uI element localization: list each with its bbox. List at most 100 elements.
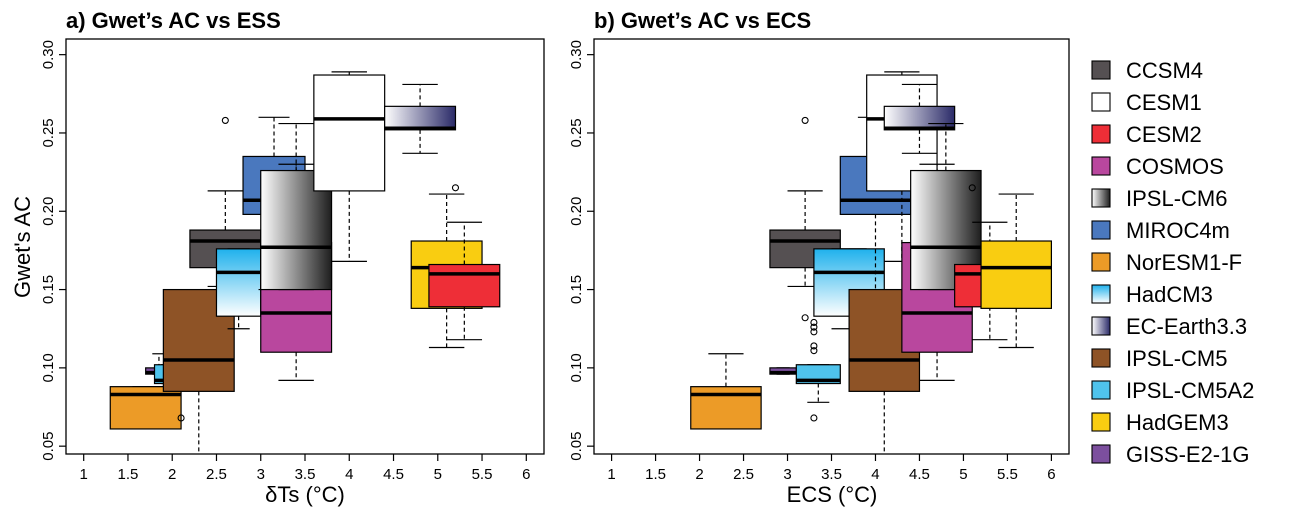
legend-label: EC-Earth3.3 <box>1126 314 1247 339</box>
legend-swatch <box>1091 92 1111 112</box>
outlier-point <box>801 116 809 124</box>
x-tick-label: 1.5 <box>118 466 139 483</box>
box-iqr <box>428 263 501 308</box>
y-tick-label: 0.10 <box>568 353 585 382</box>
box-iqr <box>215 248 262 317</box>
legend-item-ipsl-cm5: IPSL-CM5 <box>1091 346 1227 371</box>
outlier-point <box>810 328 818 336</box>
box-noresm1-f <box>690 353 762 430</box>
legend-swatch <box>1091 412 1111 432</box>
legend-swatch <box>1091 380 1111 400</box>
x-tick-label: 3.5 <box>295 466 316 483</box>
box-cesm1 <box>313 71 386 262</box>
x-tick-label: 6 <box>1047 466 1055 483</box>
outlier-point <box>451 184 460 192</box>
y-tick-label: 0.20 <box>568 197 585 226</box>
y-tick-label: 0.10 <box>40 353 57 382</box>
legend-label: MIROC4m <box>1126 218 1230 243</box>
box-iqr <box>313 74 386 192</box>
outlier-point <box>801 314 809 322</box>
panel-a-y-label: Gwet's AC <box>10 196 35 298</box>
x-tick-label: 1.5 <box>645 466 666 483</box>
x-tick-label: 2.5 <box>733 466 754 483</box>
x-tick-label: 5.5 <box>997 466 1018 483</box>
outlier-point <box>221 116 229 124</box>
box-noresm1-f <box>109 386 185 430</box>
panel-a-x-label: δTs (°C) <box>265 482 345 507</box>
legend-swatch <box>1091 444 1111 464</box>
box-ipsl-cm5a2 <box>795 364 841 422</box>
box-cesm2 <box>428 221 501 341</box>
legend-swatch <box>1091 60 1111 80</box>
legend-swatch <box>1091 220 1111 240</box>
x-tick-label: 3.5 <box>821 466 842 483</box>
panel-a-x-axis: 1 1.5 2 2.5 3 3.5 4 4.5 5 5.5 6 <box>80 454 530 483</box>
x-tick-label: 3 <box>783 466 791 483</box>
x-tick-label: 4.5 <box>909 466 930 483</box>
legend-item-ipsl-cm5a2: IPSL-CM5A2 <box>1091 378 1254 403</box>
box-hadcm3 <box>215 248 262 330</box>
legend-label: CESM2 <box>1126 122 1202 147</box>
x-tick-label: 4 <box>345 466 353 483</box>
x-tick-label: 1 <box>80 466 88 483</box>
box-iqr <box>883 105 956 131</box>
outlier-point <box>810 414 818 422</box>
legend-label: GISS-E2-1G <box>1126 442 1249 467</box>
outlier-point <box>810 342 818 350</box>
outlier-point <box>810 323 818 331</box>
box-ipsl-cm5 <box>162 288 235 454</box>
panel-a-boxes <box>109 71 501 454</box>
panel-b-boxes <box>690 71 1053 454</box>
panel-b-x-label: ECS (°C) <box>787 482 878 507</box>
legend-swatch <box>1091 316 1111 336</box>
legend-label: NorESM1-F <box>1126 250 1242 275</box>
legend-item-ccsm4: CCSM4 <box>1091 58 1203 83</box>
box-iqr <box>384 105 457 131</box>
panel-a-title: a) Gwet’s AC vs ESS <box>66 8 281 33</box>
panel-b-title: b) Gwet’s AC vs ECS <box>594 8 811 33</box>
legend-item-hadcm3: HadCM3 <box>1091 282 1213 307</box>
legend-label: IPSL-CM5 <box>1126 346 1227 371</box>
panel-b: b) Gwet’s AC vs ECS 1 1.5 2 2.5 3 3.5 4 4.5 5 5.5… <box>568 8 1070 507</box>
x-tick-label: 1 <box>607 466 615 483</box>
box-iqr <box>980 240 1053 309</box>
outlier-point <box>177 414 185 422</box>
legend-swatch <box>1091 252 1111 272</box>
legend-item-ec-earth3-3: EC-Earth3.3 <box>1091 314 1247 339</box>
x-tick-label: 6 <box>522 466 530 483</box>
legend-label: COSMOS <box>1126 154 1224 179</box>
x-tick-label: 5.5 <box>472 466 493 483</box>
y-tick-label: 0.25 <box>40 118 57 147</box>
panel-b-x-axis: 1 1.5 2 2.5 3 3.5 4 4.5 5 5.5 6 <box>607 454 1056 483</box>
x-tick-label: 2 <box>168 466 176 483</box>
legend-item-hadgem3: HadGEM3 <box>1091 410 1229 435</box>
box-ec-earth3-3 <box>384 83 457 154</box>
y-tick-label: 0.30 <box>568 40 585 69</box>
legend: CCSM4 CESM1 CESM2 COSMOS IPSL-CM6 MIROC4m NorE… <box>1091 58 1254 467</box>
legend-item-ipsl-cm6: IPSL-CM6 <box>1091 186 1227 211</box>
legend-label: HadGEM3 <box>1126 410 1229 435</box>
legend-item-cesm2: CESM2 <box>1091 122 1202 147</box>
legend-item-cesm1: CESM1 <box>1091 90 1202 115</box>
legend-swatch <box>1091 284 1111 304</box>
legend-label: IPSL-CM6 <box>1126 186 1227 211</box>
legend-item-miroc4m: MIROC4m <box>1091 218 1230 243</box>
legend-swatch <box>1091 124 1111 144</box>
legend-item-noresm1-f: NorESM1-F <box>1091 250 1242 275</box>
legend-label: HadCM3 <box>1126 282 1213 307</box>
x-tick-label: 5 <box>959 466 967 483</box>
y-tick-label: 0.15 <box>40 275 57 304</box>
panel-a: a) Gwet’s AC vs ESS 1 1.5 2 2.5 3 3.5 4 4.5 5 5.5… <box>10 8 545 507</box>
y-tick-label: 0.05 <box>568 432 585 461</box>
x-tick-label: 4 <box>871 466 879 483</box>
y-tick-label: 0.05 <box>40 432 57 461</box>
y-tick-label: 0.15 <box>568 275 585 304</box>
legend-label: IPSL-CM5A2 <box>1126 378 1254 403</box>
x-tick-label: 2.5 <box>206 466 227 483</box>
outlier-point <box>968 184 976 192</box>
outlier-point <box>810 347 818 355</box>
legend-swatch <box>1091 156 1111 176</box>
y-tick-label: 0.25 <box>568 118 585 147</box>
x-tick-label: 3 <box>257 466 265 483</box>
panel-a-y-axis: 0.05 0.10 0.15 0.20 0.25 0.30 <box>40 40 66 461</box>
